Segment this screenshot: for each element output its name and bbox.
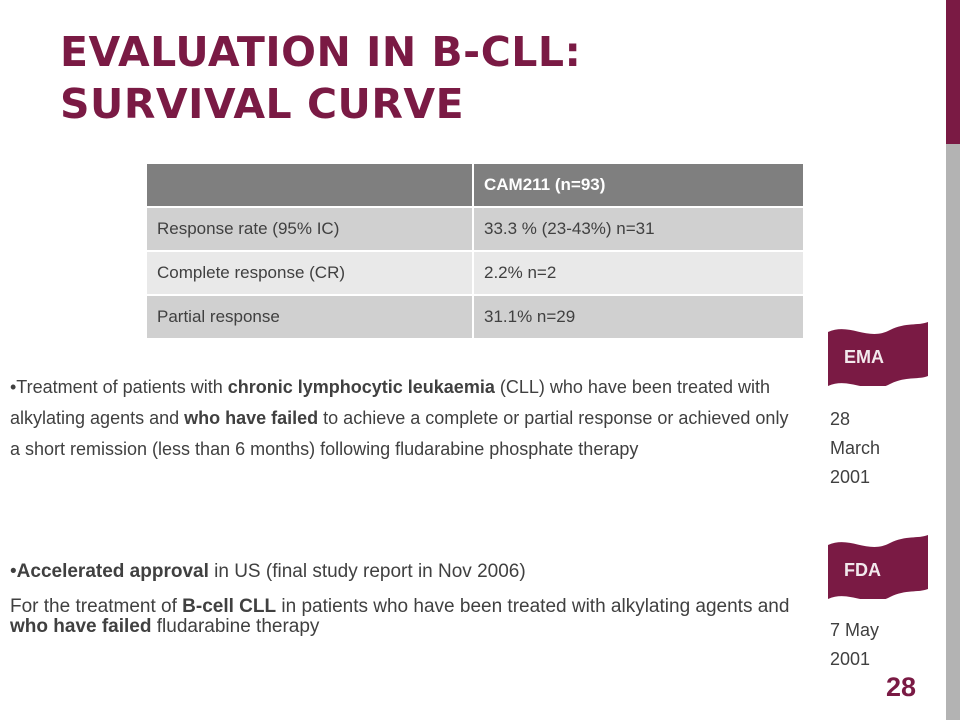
- fda-approval-date: 7 May 2001: [830, 616, 879, 674]
- table-row: Partial response 31.1% n=29: [147, 295, 803, 340]
- indication-emphasis: chronic lymphocytic leukaemia: [227, 377, 495, 397]
- us-indication-text: fludarabine therapy: [151, 616, 320, 637]
- indication-emphasis: who have failed: [184, 408, 319, 428]
- ema-approval-date: 28 March 2001: [830, 405, 880, 492]
- fda-date-line: 2001: [830, 649, 871, 669]
- table-cell-label: Partial response: [147, 295, 474, 340]
- approval-paragraph: •Accelerated approval in US (final study…: [10, 560, 790, 584]
- table-cell-value: 31.1% n=29: [473, 295, 803, 340]
- title-line-1: EVALUATION IN B-CLL:: [60, 28, 582, 76]
- approval-text: in US (final study report in Nov 2006): [208, 561, 526, 582]
- table-cell-label: Complete response (CR): [147, 251, 474, 296]
- table-cell-label: Response rate (95% IC): [147, 207, 474, 252]
- table-row: Response rate (95% IC) 33.3 % (23-43%) n…: [147, 207, 803, 252]
- indication-text: to achieve a complete or partial respons…: [10, 408, 789, 459]
- side-accent-bar: [946, 0, 960, 144]
- title-line-2: SURVIVAL CURVE: [60, 80, 465, 128]
- indication-text: (CLL) who have been treated with alkylat…: [10, 377, 771, 428]
- table-cell-value: 33.3 % (23-43%) n=31: [473, 207, 803, 252]
- banner-flag-icon: [828, 322, 928, 386]
- ema-date-line: 28: [830, 409, 851, 429]
- fda-date-line: 7 May: [830, 620, 880, 640]
- us-indication-emphasis: B-cell CLL: [182, 596, 277, 617]
- us-indication-text: in patients who have been treated with a…: [276, 596, 790, 617]
- ema-date-line: March: [830, 438, 881, 458]
- ema-label: EMA: [844, 347, 884, 367]
- table-cell-value: 2.2% n=2: [473, 251, 803, 296]
- bullet: •: [10, 561, 17, 582]
- banner-flag-icon: [828, 535, 928, 599]
- us-indication-emphasis: who have failed: [10, 616, 152, 637]
- indication-paragraph: •Treatment of patients with chronic lymp…: [10, 372, 790, 465]
- ema-banner: EMA: [828, 322, 928, 386]
- indication-text: •Treatment of patients with: [10, 377, 228, 397]
- response-table: CAM211 (n=93) Response rate (95% IC) 33.…: [147, 164, 803, 340]
- page-number: 28: [886, 672, 917, 702]
- approval-emphasis: Accelerated approval: [16, 561, 209, 582]
- fda-banner: FDA: [828, 535, 928, 599]
- fda-label: FDA: [844, 560, 881, 580]
- us-indication-text: For the treatment of: [10, 596, 183, 617]
- table-header-cell: CAM211 (n=93): [473, 164, 803, 208]
- table-header-cell: [147, 164, 474, 208]
- us-indication-paragraph: For the treatment of B-cell CLL in patie…: [10, 597, 790, 637]
- slide-title: EVALUATION IN B-CLL: SURVIVAL CURVE: [60, 26, 920, 130]
- ema-date-line: 2001: [830, 467, 871, 487]
- table-row: Complete response (CR) 2.2% n=2: [147, 251, 803, 296]
- table-header-row: CAM211 (n=93): [147, 164, 803, 208]
- side-decoration-bar: [946, 0, 960, 720]
